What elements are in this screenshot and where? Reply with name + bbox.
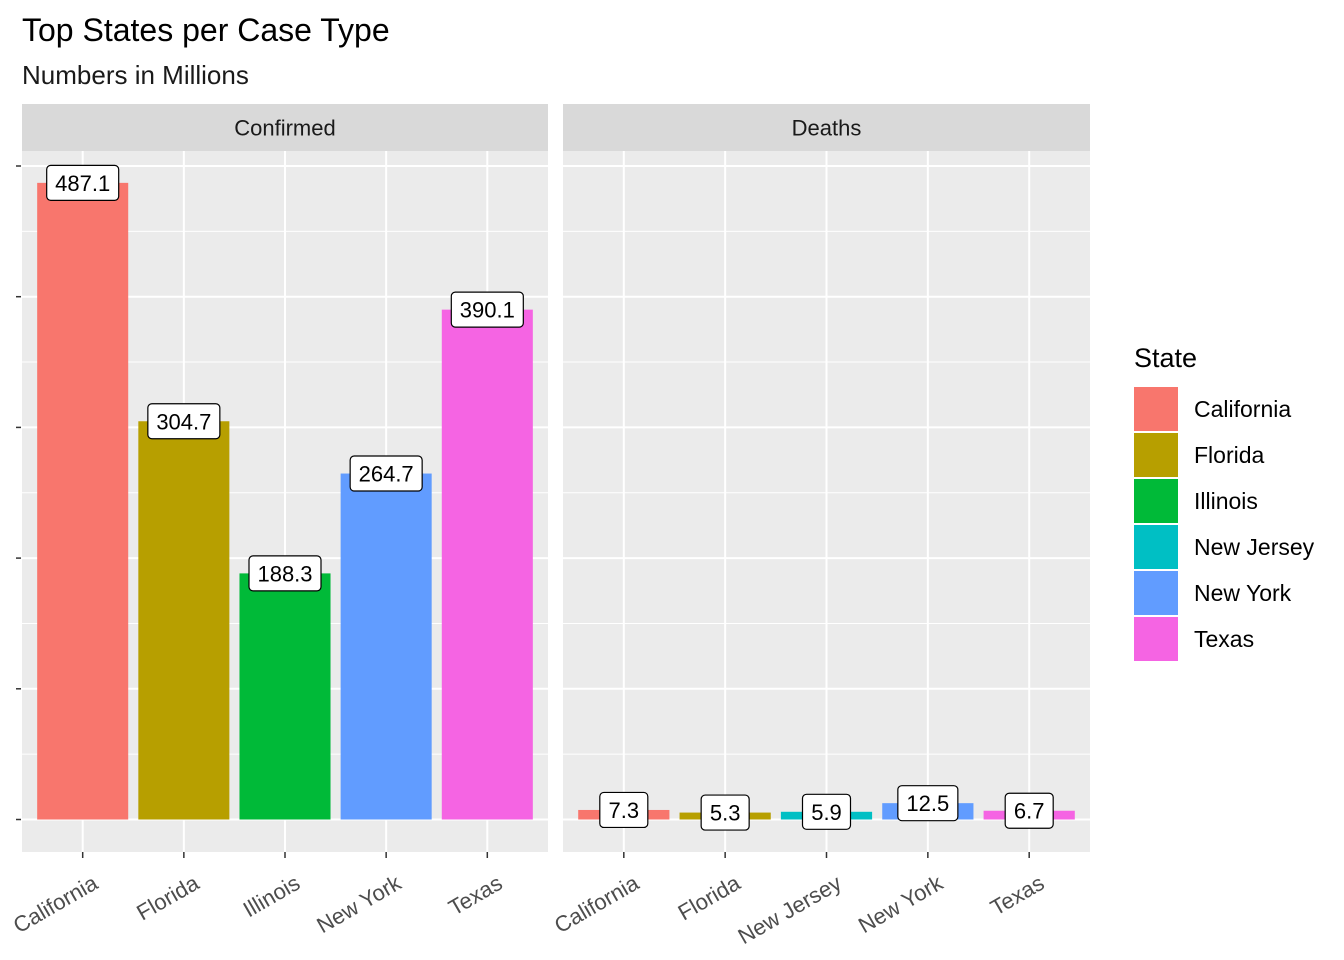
data-label: 5.3 xyxy=(700,794,750,831)
data-label-box xyxy=(1004,792,1054,829)
data-label-box xyxy=(46,164,120,201)
x-tick-label: Florida xyxy=(132,870,203,926)
data-label-box xyxy=(700,794,750,831)
chart-subtitle: Numbers in Millions xyxy=(22,60,249,90)
data-label-text: 6.7 xyxy=(1014,799,1045,824)
legend-label: Illinois xyxy=(1194,487,1258,514)
data-label-text: 188.3 xyxy=(257,561,312,586)
data-label-text: 5.3 xyxy=(710,801,741,826)
data-label-box xyxy=(147,403,221,440)
x-tick-label: California xyxy=(9,870,103,938)
data-label-text: 487.1 xyxy=(55,171,110,196)
legend-item: Florida xyxy=(1134,432,1314,478)
data-label-text: 5.9 xyxy=(811,800,842,825)
legend-key-swatch xyxy=(1134,433,1178,477)
legend-title: State xyxy=(1134,343,1198,373)
data-label-text: 7.3 xyxy=(609,798,640,823)
legend-item: Texas xyxy=(1134,616,1314,662)
data-label: 6.7 xyxy=(1004,792,1054,829)
x-tick-label: Florida xyxy=(674,870,745,926)
legend-item: Illinois xyxy=(1134,478,1314,524)
panel-confirmed: Confirmed 487.1 304.7 188.3 264.7 390.1 Califo… xyxy=(9,104,548,938)
legend-key-swatch xyxy=(1134,571,1178,615)
legend-items: California Florida Illinois New Jersey New Y… xyxy=(1134,386,1314,662)
facet-strip-label: Deaths xyxy=(792,116,862,141)
x-tick-label: New York xyxy=(854,870,948,939)
data-label: 188.3 xyxy=(248,555,322,592)
data-label-text: 304.7 xyxy=(156,409,211,434)
data-label-box xyxy=(897,785,959,822)
data-label: 390.1 xyxy=(450,291,524,328)
data-label-text: 390.1 xyxy=(460,298,515,323)
data-label: 12.5 xyxy=(897,785,959,822)
legend-key-swatch xyxy=(1134,479,1178,523)
legend-item: California xyxy=(1134,386,1314,432)
bar xyxy=(239,573,331,820)
data-label: 7.3 xyxy=(599,791,649,829)
facet-strip-label: Confirmed xyxy=(234,116,335,141)
legend-label: New Jersey xyxy=(1194,533,1315,560)
x-tick-label: Texas xyxy=(986,870,1048,920)
x-tick-label: Illinois xyxy=(239,870,304,922)
facet-strip xyxy=(563,104,1090,151)
legend-label: California xyxy=(1194,395,1292,422)
legend-key-swatch xyxy=(1134,617,1178,661)
x-tick-label: New York xyxy=(312,870,406,939)
data-label-text: 12.5 xyxy=(906,791,949,816)
data-label-box xyxy=(599,791,649,829)
bar xyxy=(37,182,129,820)
data-label-box xyxy=(801,793,852,830)
legend-item: New Jersey xyxy=(1134,524,1314,570)
chart-title: Top States per Case Type xyxy=(22,12,390,48)
bar xyxy=(441,309,533,820)
x-tick-label: Texas xyxy=(444,870,506,920)
facet-strip xyxy=(22,104,548,151)
data-label: 264.7 xyxy=(349,455,423,492)
data-label-box xyxy=(450,291,524,328)
data-label: 304.7 xyxy=(147,403,221,440)
data-label-box xyxy=(349,455,423,492)
legend-label: Florida xyxy=(1194,441,1265,468)
legend-label: New York xyxy=(1194,579,1292,606)
x-tick-label: California xyxy=(550,870,644,938)
legend-key-swatch xyxy=(1134,387,1178,431)
legend: State California Florida Illinois New Jerse… xyxy=(1134,340,1314,662)
bar xyxy=(138,421,230,820)
legend-item: New York xyxy=(1134,570,1314,616)
legend-key-swatch xyxy=(1134,525,1178,569)
legend-label: Texas xyxy=(1194,625,1255,652)
data-label: 487.1 xyxy=(46,164,120,201)
data-label: 5.9 xyxy=(801,793,852,830)
y-axis xyxy=(16,165,21,821)
data-label-text: 264.7 xyxy=(359,462,414,487)
x-tick-label: New Jersey xyxy=(734,870,846,949)
bar xyxy=(340,473,432,820)
data-label-box xyxy=(248,555,322,592)
